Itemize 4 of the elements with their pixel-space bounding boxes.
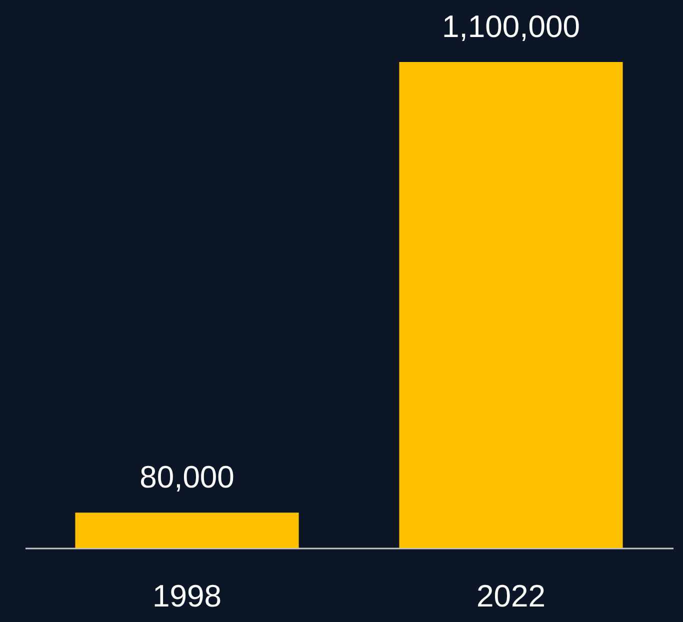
x-tick-label: 2022 xyxy=(476,578,546,614)
data-label: 1,100,000 xyxy=(442,9,580,44)
x-tick-label: 1998 xyxy=(152,578,222,614)
data-label: 80,000 xyxy=(140,460,234,495)
